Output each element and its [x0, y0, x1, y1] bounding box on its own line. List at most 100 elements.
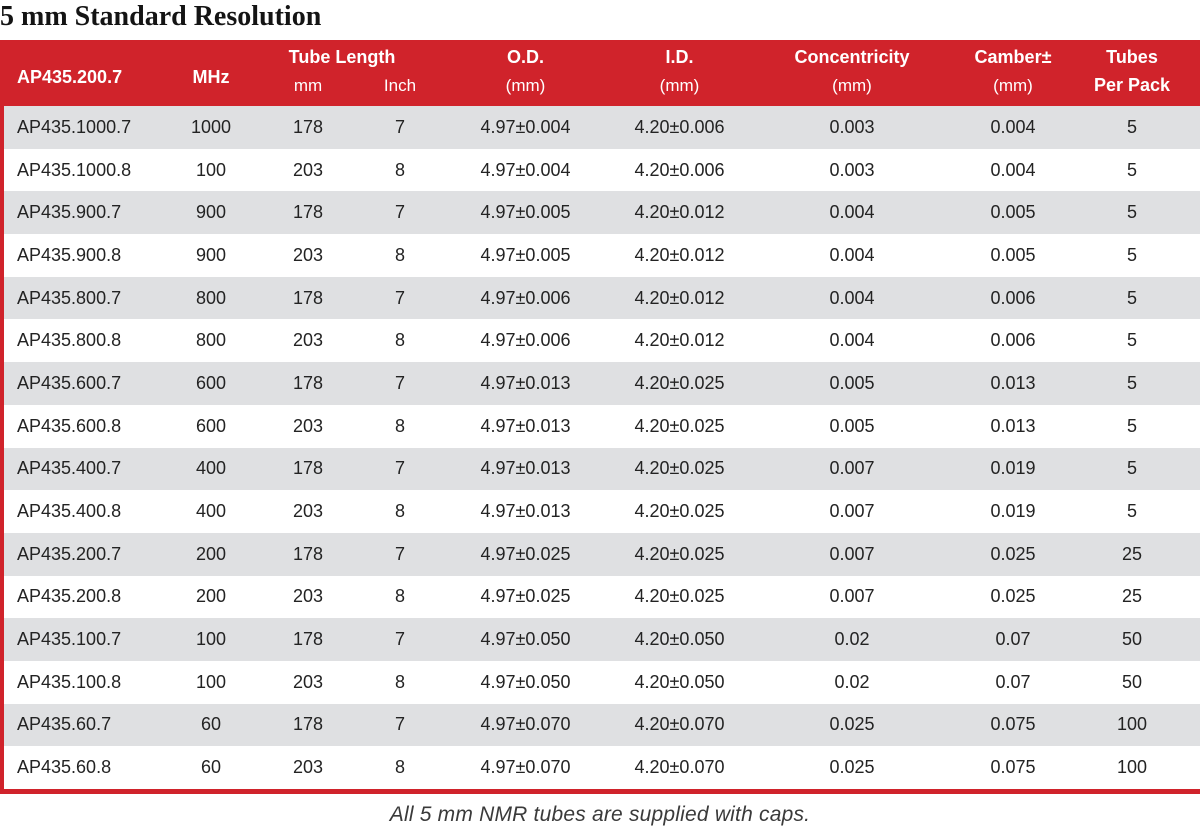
cell-length-mm: 203	[292, 757, 324, 778]
header-tube-length-mm: mm	[250, 75, 366, 106]
cell-length-mm: 203	[292, 244, 324, 265]
cell-concentricity: 0.003	[829, 159, 875, 180]
cell-catalog: AP435.400.8	[17, 501, 122, 522]
cell-tubes-per-pack: 5	[1126, 415, 1137, 436]
cell-catalog: AP435.1000.8	[17, 159, 132, 180]
cell-concentricity: 0.004	[829, 202, 875, 223]
cell-length-inch: 7	[394, 372, 405, 393]
table-row: AP435.600.8 600 203 8 4.97±0.013 4.20±0.025 0.…	[2, 404, 1200, 448]
cell-length-mm: 203	[292, 159, 324, 180]
cell-catalog: AP435.1000.7	[17, 116, 132, 137]
cell-catalog: AP435.100.8	[17, 671, 122, 692]
cell-mhz: 800	[195, 330, 227, 351]
cell-concentricity: 0.004	[829, 330, 875, 351]
cell-length-inch: 8	[394, 159, 405, 180]
cell-id: 4.20±0.025	[634, 586, 725, 607]
cell-length-inch: 7	[394, 714, 405, 735]
cell-length-inch: 8	[394, 671, 405, 692]
cell-mhz: 600	[195, 372, 227, 393]
cell-catalog: AP435.800.8	[17, 330, 122, 351]
header-catalog-number: AP435.200.7	[2, 40, 172, 106]
cell-length-inch: 8	[394, 501, 405, 522]
cell-id: 4.20±0.006	[634, 116, 725, 137]
cell-length-inch: 7	[394, 629, 405, 650]
cell-od: 4.97±0.070	[480, 757, 571, 778]
cell-camber: 0.006	[990, 287, 1036, 308]
cell-concentricity: 0.007	[829, 543, 875, 564]
table-row: AP435.600.7 600 178 7 4.97±0.013 4.20±0.025 0.…	[2, 362, 1200, 405]
cell-tubes-per-pack: 5	[1126, 372, 1137, 393]
cell-camber: 0.006	[990, 330, 1036, 351]
cell-mhz: 100	[195, 159, 227, 180]
cell-length-mm: 178	[292, 202, 324, 223]
cell-od: 4.97±0.013	[480, 415, 571, 436]
cell-catalog: AP435.600.7	[17, 372, 122, 393]
header-tube-length: Tube Length	[250, 40, 434, 75]
cell-tubes-per-pack: 5	[1126, 202, 1137, 223]
cell-catalog: AP435.100.7	[17, 629, 122, 650]
cell-mhz: 600	[195, 415, 227, 436]
cell-mhz: 400	[195, 501, 227, 522]
table-row: AP435.60.7 60 178 7 4.97±0.070 4.20±0.070 0.02…	[2, 703, 1200, 747]
cell-length-inch: 8	[394, 244, 405, 265]
table-row: AP435.900.8 900 203 8 4.97±0.005 4.20±0.012 0.…	[2, 234, 1200, 277]
cell-tubes-per-pack: 25	[1121, 543, 1143, 564]
cell-length-mm: 178	[292, 287, 324, 308]
cell-concentricity: 0.004	[829, 287, 875, 308]
header-concentricity-unit: (mm)	[742, 75, 962, 106]
cell-mhz: 400	[195, 458, 227, 479]
table-row: AP435.1000.8 100 203 8 4.97±0.004 4.20±0.006 0…	[2, 148, 1200, 192]
header-row-main: AP435.200.7 MHz Tube Length O.D. I.D. Co…	[2, 40, 1200, 106]
cell-length-inch: 8	[394, 415, 405, 436]
table-body: AP435.1000.7 1000 178 7 4.97±0.004 4.20±0.006…	[2, 106, 1200, 792]
cell-mhz: 200	[195, 543, 227, 564]
cell-od: 4.97±0.050	[480, 671, 571, 692]
cell-mhz: 200	[195, 586, 227, 607]
cell-id: 4.20±0.050	[634, 629, 725, 650]
cell-length-inch: 7	[394, 543, 405, 564]
cell-od: 4.97±0.013	[480, 458, 571, 479]
cell-id: 4.20±0.070	[634, 714, 725, 735]
header-id-unit: (mm)	[617, 75, 742, 106]
cell-od: 4.97±0.006	[480, 287, 571, 308]
cell-length-mm: 203	[292, 330, 324, 351]
table-row: AP435.400.8 400 203 8 4.97±0.013 4.20±0.025 0.…	[2, 490, 1200, 533]
table-row: AP435.800.7 800 178 7 4.97±0.006 4.20±0.012 0.…	[2, 276, 1200, 320]
cell-concentricity: 0.005	[829, 415, 875, 436]
cell-od: 4.97±0.004	[480, 159, 571, 180]
cell-catalog: AP435.400.7	[17, 458, 122, 479]
cell-length-inch: 8	[394, 757, 405, 778]
cell-tubes-per-pack: 5	[1126, 330, 1137, 351]
cell-catalog: AP435.900.8	[17, 244, 122, 265]
cell-length-mm: 178	[292, 458, 324, 479]
cell-id: 4.20±0.012	[634, 202, 725, 223]
cell-od: 4.97±0.004	[480, 116, 571, 137]
cell-id: 4.20±0.012	[634, 244, 725, 265]
cell-tubes-per-pack: 100	[1116, 714, 1148, 735]
cell-concentricity: 0.007	[829, 586, 875, 607]
cell-mhz: 900	[195, 244, 227, 265]
cell-od: 4.97±0.006	[480, 330, 571, 351]
cell-catalog: AP435.200.7	[17, 543, 122, 564]
cell-camber: 0.004	[990, 159, 1036, 180]
cell-camber: 0.005	[990, 244, 1036, 265]
cell-camber: 0.075	[990, 757, 1036, 778]
header-tubes-per-pack-line1: Tubes	[1064, 40, 1200, 75]
cell-camber: 0.004	[990, 116, 1036, 137]
cell-camber: 0.075	[990, 714, 1036, 735]
header-od-unit: (mm)	[434, 75, 617, 106]
header-od: O.D.	[434, 40, 617, 75]
cell-length-inch: 8	[394, 330, 405, 351]
table-row: AP435.400.7 400 178 7 4.97±0.013 4.20±0.025 0.…	[2, 447, 1200, 491]
cell-length-mm: 203	[292, 501, 324, 522]
cell-camber: 0.025	[990, 543, 1036, 564]
page-title: 5 mm Standard Resolution	[0, 1, 322, 32]
cell-id: 4.20±0.025	[634, 543, 725, 564]
cell-concentricity: 0.007	[829, 501, 875, 522]
cell-tubes-per-pack: 5	[1126, 501, 1137, 522]
cell-tubes-per-pack: 5	[1126, 287, 1137, 308]
header-concentricity: Concentricity	[742, 40, 962, 75]
cell-concentricity: 0.02	[834, 671, 870, 692]
cell-mhz: 900	[195, 202, 227, 223]
header-camber: Camber±	[962, 40, 1064, 75]
